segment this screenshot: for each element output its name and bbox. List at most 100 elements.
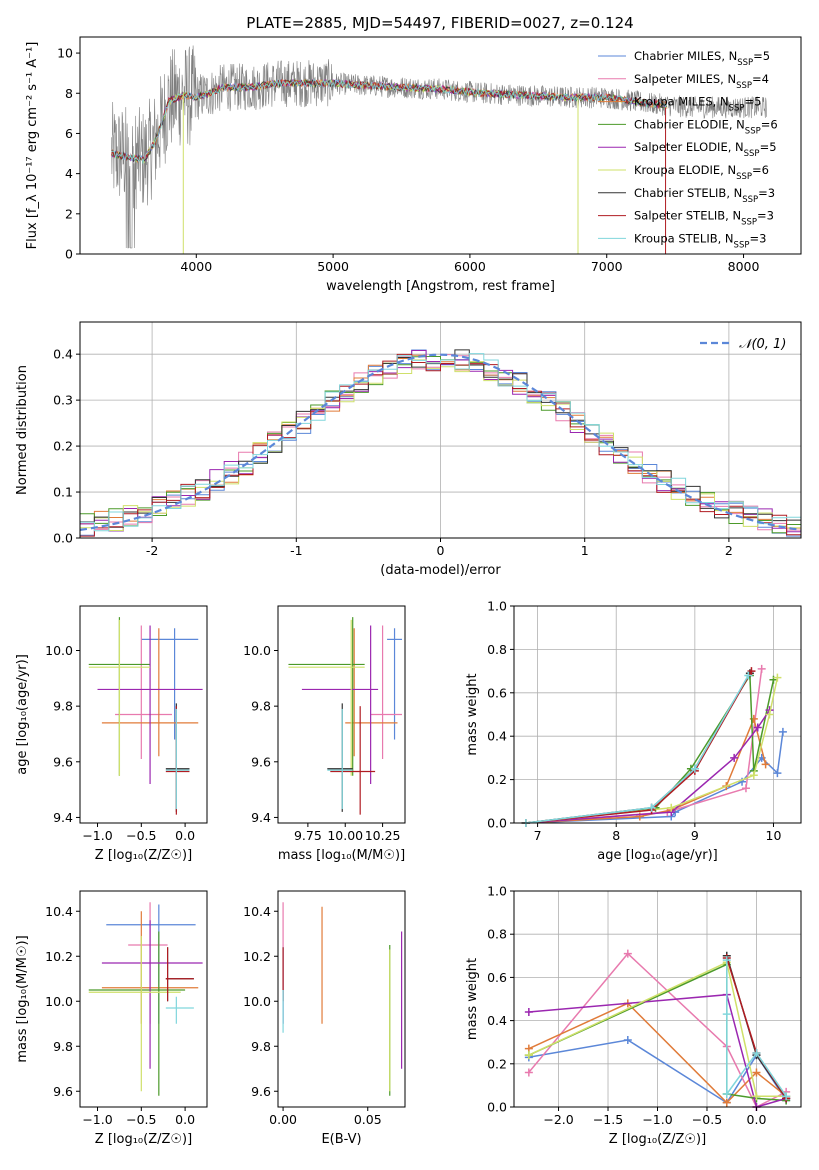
x-tick-label: 0.0 [175,1112,195,1127]
y-tick-label: 10.0 [45,994,73,1009]
axes-frame-mass-vs-ebv [277,890,406,1108]
x-tick-label: −1.0 [82,828,112,843]
y-tick-label: 0.3 [53,393,73,408]
weight-marker-kroupa_miles [752,1068,761,1077]
y-tick-label: 0.2 [487,1056,507,1071]
weight-line-salpeter_elodie [528,993,787,1108]
legend-label-salpeter_miles: Salpeter MILES, NSSP=4 [634,72,769,91]
y-tick-label: 0.0 [487,1100,507,1115]
weight-marker-chabrier_miles [773,769,782,778]
weight-marker-salpeter_elodie [524,1007,533,1016]
plot-area-age-vs-mass [288,617,403,815]
plot-area-age-vs-Z [88,617,203,815]
weight-marker-kroupa_stelib [690,764,699,773]
y-tick-label: 10.0 [243,643,271,658]
y-tick-label: 0.0 [53,531,73,546]
x-axis-label: Z [log₁₀(Z/Z☉)] [95,1132,192,1147]
chart-mass-vs-Z: −1.0 −0.5 0.0 9.6 9.8 10.0 10.2 10.4 Z [log₁₀(Z/… [15,902,203,1147]
spectrum-data-line [111,45,767,249]
legend-label-salpeter_stelib: Salpeter STELIB, NSSP=3 [634,209,774,228]
axes-frame-age-vs-mass [277,605,406,824]
y-axis-label: age [log₁₀(age/yr)] [15,654,30,775]
x-axis-label: wavelength [Angstrom, rest frame] [326,279,555,294]
weight-marker-kroupa_stelib [722,1010,731,1019]
x-tick-label: 6000 [454,259,486,274]
axes-frame-residuals [79,321,802,539]
x-tick-label: 7 [534,828,542,843]
y-axis-label: Flux [f_λ 10⁻¹⁷ erg cm⁻² s⁻¹ A⁻¹] [25,42,40,250]
weight-marker-salpeter_elodie [753,723,762,732]
weight-marker-kroupa_miles [722,1098,731,1107]
weight-line-kroupa_stelib [525,675,749,824]
x-tick-label: −1.5 [593,1112,623,1127]
weight-marker-kroupa_elodie [752,1092,761,1101]
y-tick-label: 6 [65,126,73,141]
histogram-kroupa_stelib [80,353,801,532]
weight-line-salpeter_stelib [525,670,753,824]
x-tick-label: 0.05 [354,1112,382,1127]
x-tick-label: 10.00 [327,828,363,843]
x-tick-label: 10.25 [365,828,401,843]
weight-line-kroupa_miles [525,716,767,824]
x-tick-label: 9.75 [294,828,322,843]
x-tick-label: −1.0 [82,1112,112,1127]
x-tick-label: 1 [581,543,589,558]
y-tick-label: 4 [65,166,73,181]
x-tick-label: 8000 [728,259,760,274]
x-tick-label: 5000 [317,259,349,274]
y-tick-label: 10.4 [45,904,73,919]
weight-line-kroupa_elodie [528,961,787,1097]
weight-marker-salpeter_elodie [730,753,739,762]
weight-marker-chabrier_miles [623,1036,632,1045]
weight-marker-chabrier_miles [778,727,787,736]
y-tick-label: 10.2 [45,949,73,964]
x-tick-label: 4000 [180,259,212,274]
y-tick-label: 9.8 [251,1039,271,1054]
y-tick-label: 0.4 [487,729,507,744]
plot-area-mass-vs-Z [88,902,203,1096]
weight-marker-kroupa_elodie [773,673,782,682]
weight-marker-kroupa_elodie [524,1051,533,1060]
y-tick-label: 0.0 [487,816,507,831]
plot-area-weight-vs-age [521,664,787,827]
x-axis-label: (data-model)/error [380,563,501,578]
weight-marker-kroupa_stelib [752,1049,761,1057]
axes-frame-weight-vs-Z [513,890,802,1108]
y-tick-label: 9.8 [53,1039,73,1054]
axes-frame-spectrum [79,36,802,255]
x-axis-label: mass [log₁₀(M/M☉)] [278,848,405,863]
y-tick-label: 9.8 [53,699,73,714]
y-axis-label: mass [log₁₀(M/M☉)] [15,935,30,1062]
y-tick-label: 0 [65,247,73,262]
y-tick-label: 1.0 [487,884,507,899]
y-tick-label: 0.8 [487,927,507,942]
x-tick-label: -1 [290,543,302,558]
weight-marker-kroupa_stelib [647,803,656,812]
y-tick-label: 10.4 [243,904,271,919]
y-tick-label: 9.6 [53,754,73,769]
y-axis-label: mass weight [465,958,480,1040]
y-axis-label: Normed distribution [15,365,30,495]
gaussian-curve [79,353,802,531]
x-axis-label: age [log₁₀(age/yr)] [597,848,718,863]
weight-marker-kroupa_elodie [765,710,774,719]
legend-label-salpeter_elodie: Salpeter ELODIE, NSSP=5 [634,140,777,159]
y-tick-label: 10.2 [243,949,271,964]
legend-label-kroupa_stelib: Kroupa STELIB, NSSP=3 [634,231,766,250]
axes-frame-weight-vs-age [513,605,802,824]
y-tick-label: 10 [57,46,73,61]
legend-label-kroupa_elodie: Kroupa ELODIE, NSSP=6 [634,163,769,182]
weight-marker-salpeter_miles [623,949,632,958]
x-tick-label: 9 [691,828,699,843]
y-tick-label: 0.6 [487,970,507,985]
x-tick-label: 0.0 [175,828,195,843]
y-tick-label: 10.0 [45,643,73,658]
weight-marker-salpeter_miles [757,664,766,673]
axes-frame-mass-vs-Z [79,890,208,1108]
plot-area-spectrum [111,45,767,254]
y-tick-label: 0.2 [487,772,507,787]
legend-label-chabrier_elodie: Chabrier ELODIE, NSSP=6 [634,117,778,136]
x-tick-label: 7000 [591,259,623,274]
